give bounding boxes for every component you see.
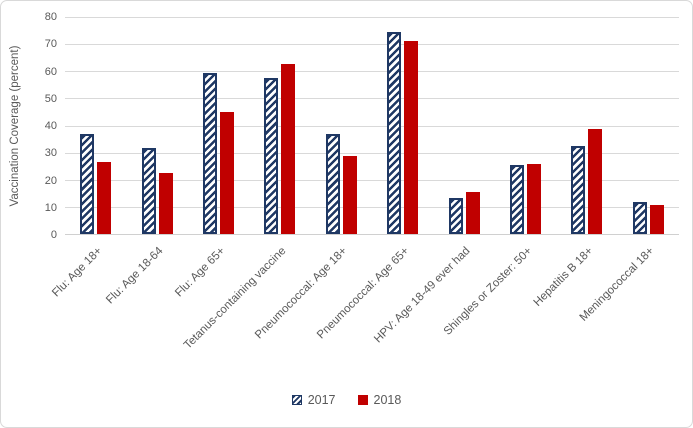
y-tick-label-20: 20: [44, 174, 57, 187]
bar-2018: [158, 173, 173, 234]
legend-item-2018: 2018: [357, 393, 402, 407]
legend-swatch-2017: [291, 395, 302, 405]
bar-2017: [203, 73, 218, 234]
bar-2018: [588, 129, 603, 234]
y-tick-label-50: 50: [44, 92, 57, 105]
plot-area: [65, 17, 679, 235]
bar-group: [433, 17, 494, 234]
bar-2018: [404, 40, 419, 234]
legend-label-2017: 2017: [307, 393, 336, 407]
legend-swatch-2018: [357, 395, 368, 405]
bar-2017: [632, 202, 647, 234]
bar-group: [249, 17, 310, 234]
bar-2018: [649, 205, 664, 234]
bar-2017: [448, 198, 463, 234]
gridline-50: [65, 98, 679, 100]
y-tick-label-70: 70: [44, 38, 57, 51]
x-label-slot: Flu: Age 18+: [50, 241, 126, 391]
gridline-40: [65, 125, 679, 127]
bar-2017: [387, 32, 402, 234]
gridline-60: [65, 71, 679, 73]
bar-group: [618, 17, 679, 234]
bar-2018: [97, 162, 112, 234]
bar-groups: [65, 17, 679, 234]
bar-group: [556, 17, 617, 234]
y-tick-label-80: 80: [44, 11, 57, 23]
y-tick-label-60: 60: [44, 65, 57, 78]
y-tick-label-40: 40: [44, 120, 57, 132]
legend-label-2018: 2018: [373, 393, 402, 407]
bar-group: [188, 17, 249, 234]
gridline-70: [65, 44, 679, 46]
bar-2017: [264, 78, 279, 234]
y-axis-title: Vaccination Coverage (percent): [9, 45, 21, 207]
x-label-slot: Shingles or Zoster: 50+: [441, 241, 556, 391]
y-tick-label-0: 0: [50, 229, 57, 241]
x-axis-label: Flu: Age 18+: [49, 245, 105, 300]
bar-group: [126, 17, 187, 234]
bar-group: [495, 17, 556, 234]
gridline-30: [65, 152, 679, 154]
bar-group: [65, 17, 126, 234]
bar-2018: [281, 64, 296, 234]
bar-2018: [220, 111, 235, 234]
bar-2018: [465, 192, 480, 234]
bar-2017: [80, 134, 95, 234]
bar-2017: [510, 165, 525, 234]
legend-item-2017: 2017: [291, 393, 336, 407]
bar-2017: [325, 134, 340, 234]
legend: 2017 2018: [1, 393, 692, 407]
y-axis-tick-labels: 0 10 20 30 40 50 60 70 80: [29, 11, 57, 241]
gridline-80: [65, 17, 679, 18]
bar-2018: [342, 156, 357, 234]
x-label-slot: Flu: Age 18-64: [104, 241, 187, 391]
x-label-slot: Meningococcal 18+: [578, 241, 679, 391]
gridline-20: [65, 179, 679, 181]
bar-group: [311, 17, 372, 234]
x-axis-labels: Flu: Age 18+ Flu: Age 18-64 Flu: Age 65+ Te…: [50, 241, 679, 391]
bar-2017: [571, 146, 586, 234]
bar-2018: [527, 164, 542, 234]
bar-2017: [141, 147, 156, 234]
y-tick-label-10: 10: [44, 201, 57, 214]
gridline-10: [65, 206, 679, 208]
y-tick-label-30: 30: [44, 147, 57, 160]
bar-group: [372, 17, 433, 234]
